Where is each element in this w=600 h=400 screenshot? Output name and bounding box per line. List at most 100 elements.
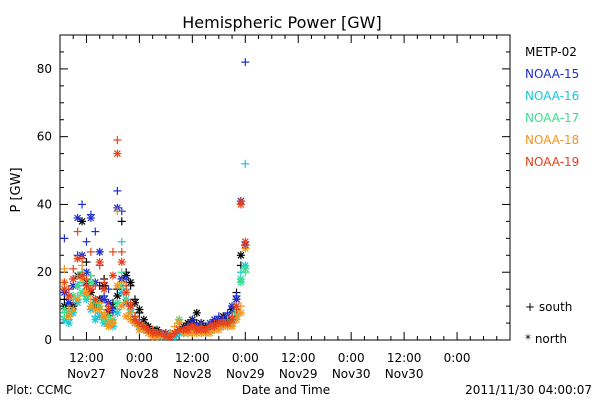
x-tick-date-label: Nov28 <box>120 367 159 381</box>
x-tick-time-label: 0:00 <box>444 351 471 365</box>
point-south-metp-02 <box>82 258 91 267</box>
data-points <box>60 58 250 341</box>
point-south-noaa-15 <box>91 227 100 236</box>
symbol-key-south: + south <box>525 300 572 314</box>
legend-entry: NOAA-19 <box>525 155 579 169</box>
x-tick-date-label: Nov29 <box>279 367 318 381</box>
point-north-metp-02 <box>126 278 135 287</box>
point-south-noaa-19 <box>73 227 82 236</box>
point-north-noaa-18 <box>175 319 184 328</box>
chart-title: Hemispheric Power [GW] <box>182 13 381 32</box>
point-north-metp-02 <box>139 315 148 324</box>
point-north-noaa-19 <box>223 319 232 328</box>
point-north-noaa-16 <box>113 308 122 317</box>
legend-entry: NOAA-17 <box>525 111 579 125</box>
point-north-noaa-19 <box>78 271 87 280</box>
point-south-noaa-18 <box>60 264 69 273</box>
point-north-noaa-19 <box>144 325 153 334</box>
x-tick-date-label: Nov30 <box>385 367 424 381</box>
y-tick-label: 40 <box>37 197 52 211</box>
point-north-noaa-15 <box>86 214 95 222</box>
point-north-noaa-17 <box>86 278 95 287</box>
point-north-metp-02 <box>236 251 245 260</box>
point-north-noaa-19 <box>170 329 179 338</box>
point-north-noaa-17 <box>113 298 122 307</box>
y-tick-label: 20 <box>37 265 52 279</box>
point-south-noaa-18 <box>170 322 179 331</box>
point-north-metp-02 <box>78 217 87 226</box>
point-north-noaa-16 <box>91 315 100 324</box>
x-axis: 12:00 Nov27 0:00 Nov28 12:00 Nov28 0:00 Nov29 12… <box>59 35 511 381</box>
point-north-noaa-18 <box>214 325 223 334</box>
point-south-noaa-19 <box>117 247 126 256</box>
point-south-noaa-16 <box>241 159 250 168</box>
point-north-noaa-19 <box>201 325 210 334</box>
point-north-noaa-15 <box>100 295 109 304</box>
point-south-noaa-19 <box>86 247 95 256</box>
y-tick-label: 80 <box>37 62 52 76</box>
point-south-noaa-15 <box>82 237 91 246</box>
point-north-noaa-16 <box>64 319 73 328</box>
point-north-noaa-17 <box>236 278 245 287</box>
point-south-noaa-15 <box>113 186 122 195</box>
point-north-noaa-15 <box>95 247 104 256</box>
point-north-noaa-19 <box>232 302 241 311</box>
x-tick-time-label: 12:00 <box>69 351 104 365</box>
point-north-noaa-18 <box>206 329 214 338</box>
point-north-noaa-19 <box>64 291 73 300</box>
x-tick-time-label: 12:00 <box>281 351 316 365</box>
x-axis-label: Date and Time <box>242 383 330 397</box>
point-south-noaa-19 <box>113 136 122 145</box>
point-north-noaa-19 <box>104 305 113 314</box>
point-north-noaa-15 <box>64 298 73 307</box>
point-north-metp-02 <box>113 291 122 300</box>
point-north-noaa-19 <box>139 322 148 331</box>
legend-entry: NOAA-18 <box>525 133 579 147</box>
point-north-noaa-19 <box>122 288 131 297</box>
point-south-noaa-19 <box>69 264 78 273</box>
legend: METP-02 NOAA-15 NOAA-16 NOAA-17 NOAA-18 NOAA-… <box>525 45 579 169</box>
point-south-noaa-18 <box>95 298 104 307</box>
point-north-noaa-19 <box>95 258 104 267</box>
plot-timestamp: 2011/11/30 04:00:07 <box>465 383 592 397</box>
point-north-noaa-19 <box>91 295 100 304</box>
point-north-noaa-19 <box>86 285 95 294</box>
point-north-noaa-18 <box>236 308 245 317</box>
point-north-noaa-17 <box>241 264 250 273</box>
point-north-noaa-19 <box>82 281 91 290</box>
point-south-noaa-17 <box>117 268 126 277</box>
point-north-noaa-18 <box>95 305 104 314</box>
point-south-noaa-15 <box>241 58 250 67</box>
y-axis: 0 20 40 60 80 <box>37 34 510 347</box>
symbol-key: + south * north <box>525 300 572 346</box>
point-north-noaa-19 <box>113 149 122 158</box>
point-south-noaa-18 <box>78 261 87 270</box>
x-tick-time-label: 12:00 <box>175 351 210 365</box>
symbol-key-north: * north <box>525 332 567 346</box>
point-north-noaa-17 <box>73 281 82 290</box>
point-south-noaa-18 <box>113 207 122 216</box>
point-north-noaa-18 <box>82 288 91 297</box>
legend-entry: METP-02 <box>525 45 577 59</box>
point-south-noaa-19 <box>100 278 109 287</box>
point-north-noaa-19 <box>241 237 250 246</box>
point-south-noaa-18 <box>117 278 126 287</box>
point-south-noaa-19 <box>108 247 117 256</box>
x-tick-time-label: 0:00 <box>232 351 259 365</box>
point-north-noaa-19 <box>131 315 139 324</box>
point-north-noaa-19 <box>228 315 237 324</box>
point-south-noaa-19 <box>122 281 131 290</box>
point-north-noaa-19 <box>100 285 109 294</box>
y-tick-label: 0 <box>44 333 52 347</box>
point-south-metp-02 <box>60 295 69 304</box>
point-north-noaa-19 <box>210 322 219 331</box>
point-north-noaa-19 <box>183 325 192 334</box>
point-north-noaa-18 <box>104 322 113 331</box>
point-north-noaa-18 <box>122 312 131 321</box>
point-north-noaa-18 <box>86 302 95 311</box>
point-south-noaa-18 <box>126 308 135 317</box>
point-north-noaa-19 <box>236 200 245 209</box>
point-north-noaa-18 <box>228 322 237 331</box>
point-south-noaa-19 <box>82 275 91 283</box>
